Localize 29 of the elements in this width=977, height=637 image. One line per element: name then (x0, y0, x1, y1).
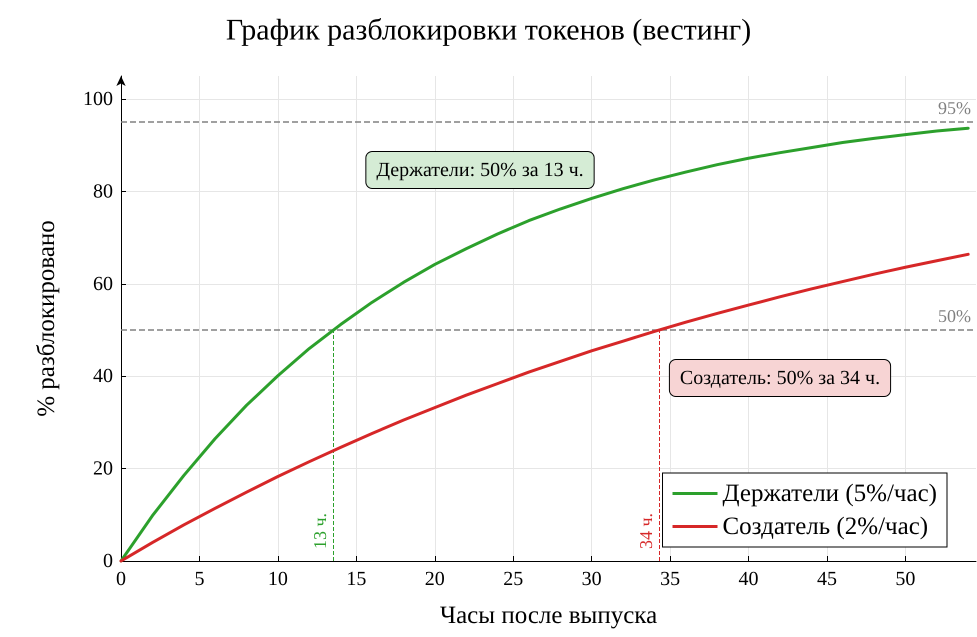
x-tick-label: 10 (268, 568, 288, 590)
y-tick-label: 100 (83, 88, 113, 110)
annotation: Держатели: 50% за 13 ч. (376, 159, 584, 181)
ref-line-label: 50% (938, 306, 971, 326)
annotation: Создатель: 50% за 34 ч. (680, 367, 880, 389)
x-tick-label: 40 (738, 568, 759, 590)
y-tick-label: 40 (93, 365, 113, 388)
ref-line-label: 13 ч. (310, 512, 330, 549)
x-tick-label: 5 (194, 568, 204, 590)
line-series (120, 252, 970, 562)
x-tick-label: 50 (895, 568, 916, 590)
chart-title: График разблокировки токенов (вестинг) (226, 14, 752, 46)
ref-line-label: 34 ч. (636, 512, 656, 549)
x-tick-label: 45 (816, 568, 837, 590)
line-series (120, 126, 970, 562)
x-axis-title: Часы после выпуска (440, 602, 658, 629)
x-tick-label: 20 (424, 568, 445, 590)
y-tick-label: 20 (93, 458, 113, 480)
x-tick-label: 15 (346, 568, 366, 590)
y-tick-label: 0 (103, 550, 113, 572)
y-tick-label: 60 (93, 272, 113, 295)
y-tick-label: 80 (93, 180, 113, 202)
x-tick-label: 25 (503, 568, 524, 590)
legend-label: Создатель (2%/час) (722, 513, 928, 540)
y-axis-title: % разблокировано (33, 220, 60, 417)
x-tick-label: 35 (660, 568, 680, 590)
x-tick-label: 30 (582, 568, 602, 590)
legend-label: Держатели (5%/час) (722, 480, 938, 507)
ref-line-label: 95% (938, 98, 971, 118)
